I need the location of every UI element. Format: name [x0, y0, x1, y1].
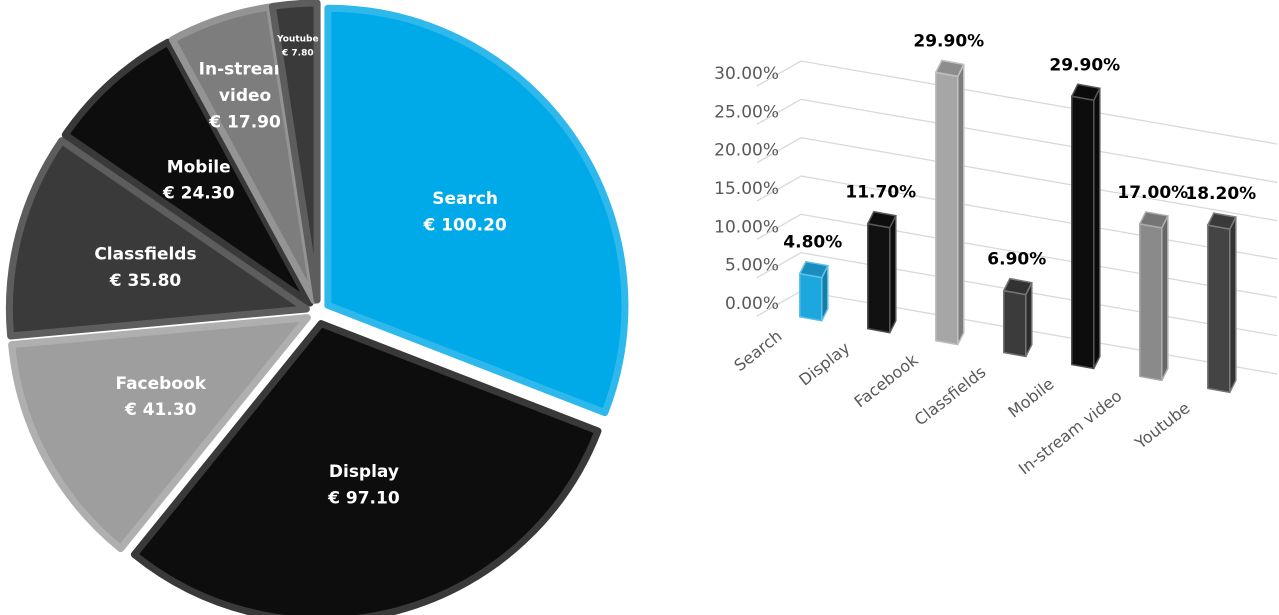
y-tick-label: 20.00%	[714, 141, 779, 161]
pie-value-label: € 35.80	[109, 271, 182, 291]
bar-side-face	[889, 215, 897, 333]
pie-slice-display	[130, 320, 602, 615]
x-tick-label: Facebook	[851, 350, 923, 412]
gridline	[756, 251, 1278, 337]
bar-top-face	[1070, 83, 1101, 102]
bar-top-face	[798, 260, 829, 279]
bar-side-face	[1229, 216, 1237, 393]
pie-slice-classfields	[5, 137, 310, 340]
data-label: 29.90%	[1049, 55, 1120, 75]
bar-search	[798, 260, 829, 322]
bar-front-face	[867, 222, 891, 334]
pie-slice-facebook	[8, 314, 311, 553]
data-label: 6.90%	[987, 250, 1046, 270]
bar-top-face	[866, 210, 897, 229]
pie-value-label: € 17.90	[208, 112, 281, 132]
bar-front-face	[799, 272, 823, 322]
gridline	[756, 98, 1278, 183]
data-label: 29.90%	[913, 31, 984, 51]
data-label: 18.20%	[1185, 184, 1256, 204]
bar-display	[866, 210, 897, 334]
pie-category-label: In-stream	[199, 60, 292, 80]
data-label: 4.80%	[783, 233, 842, 253]
y-tick-label: 10.00%	[714, 217, 779, 237]
bar-side-face	[1093, 87, 1101, 369]
pie-value-label: € 100.20	[422, 215, 507, 235]
bar-front-face	[1003, 289, 1027, 358]
pie-category-label: Facebook	[115, 374, 206, 394]
pie-slice-search	[324, 4, 629, 417]
x-tick-label: Classfields	[911, 362, 990, 429]
pie-slice-youtube	[268, 0, 321, 304]
pie-chart: Search € 100.20 Display € 97.10 Facebook € 41…	[5, 0, 629, 615]
bar-top-face	[1206, 212, 1237, 230]
pie-category-label: Mobile	[167, 157, 231, 177]
y-tick-label: 5.00%	[725, 256, 779, 276]
pie-category-label: Display	[329, 462, 399, 482]
y-tick-label: 25.00%	[714, 102, 779, 122]
x-tick-label: Display	[795, 338, 853, 389]
pie-value-label: € 97.10	[327, 488, 400, 508]
bar-in-stream-video	[1138, 211, 1169, 382]
pie-category-label: Classfields	[94, 245, 196, 265]
bar-top-face	[934, 59, 965, 78]
data-label: 11.70%	[845, 183, 916, 203]
bar-mobile	[1070, 83, 1101, 370]
pie-value-label: € 24.30	[162, 184, 235, 204]
bar-facebook	[934, 59, 965, 346]
data-label: 17.00%	[1117, 183, 1188, 203]
pie-category-label: Youtube	[276, 35, 319, 45]
pie-slice-mobile	[61, 38, 314, 307]
bar-classfields	[1002, 277, 1033, 358]
bar-side-face	[1161, 215, 1169, 381]
x-tick-label: Mobile	[1004, 374, 1057, 421]
bar-front-face	[1207, 224, 1231, 394]
pie-category-label: Search	[432, 189, 498, 209]
pie-category-label: video	[219, 86, 271, 106]
bar-top-face	[1138, 211, 1169, 229]
gridline	[756, 60, 1278, 145]
bar-front-face	[1139, 223, 1163, 382]
gridline	[756, 175, 1278, 260]
gridline	[756, 136, 1278, 222]
bar-youtube	[1206, 212, 1237, 394]
pie-value-label: € 41.30	[124, 400, 197, 420]
bar-side-face	[957, 64, 965, 345]
y-tick-label: 0.00%	[725, 294, 779, 314]
bar-chart: 0.00% 5.00% 10.00% 15.00% 20.00% 25.00% 30.00%…	[714, 31, 1278, 478]
y-tick-label: 15.00%	[714, 179, 779, 199]
x-tick-label: Search	[730, 326, 785, 375]
y-tick-label: 30.00%	[714, 64, 779, 84]
bar-front-face	[1071, 95, 1095, 370]
bar-front-face	[935, 71, 959, 346]
bar-top-face	[1002, 277, 1033, 296]
pie-value-label: € 7.80	[281, 48, 314, 58]
x-tick-label: Youtube	[1131, 398, 1194, 453]
gridline	[756, 213, 1278, 298]
